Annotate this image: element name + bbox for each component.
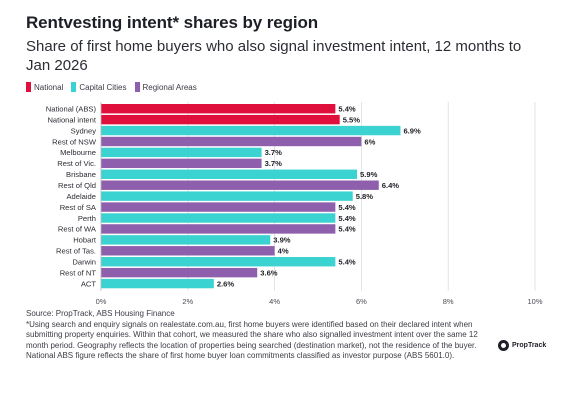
- x-tick-label: 6%: [356, 297, 367, 306]
- data-label: 4%: [278, 247, 289, 256]
- bar: [101, 180, 379, 190]
- bar: [101, 257, 336, 267]
- data-label: 3.9%: [273, 236, 291, 245]
- legend-swatch-regional-areas: [134, 82, 140, 92]
- bar: [101, 147, 262, 158]
- category-label: Rest of NT: [60, 268, 97, 277]
- bar: [101, 202, 336, 212]
- x-tick-label: 10%: [527, 297, 542, 306]
- data-label: 5.8%: [356, 192, 374, 201]
- x-tick-label: 4%: [269, 297, 280, 306]
- data-label: 6.9%: [403, 126, 421, 135]
- bar: [101, 169, 358, 179]
- data-label: 5.4%: [338, 203, 356, 212]
- category-label: Perth: [78, 214, 96, 223]
- data-label: 5.5%: [343, 115, 361, 124]
- bar: [101, 235, 271, 245]
- x-tick-label: 8%: [443, 297, 454, 306]
- bar: [101, 278, 214, 289]
- legend-label-national: National: [34, 82, 64, 92]
- legend-item-capital-cities: Capital Cities: [71, 82, 127, 92]
- legend-label-capital-cities: Capital Cities: [79, 82, 127, 92]
- bar: [101, 267, 258, 278]
- data-label: 2.6%: [217, 279, 235, 288]
- legend-swatch-capital-cities: [71, 82, 77, 92]
- footer: Source: PropTrack, ABS Housing Finance *…: [26, 309, 496, 362]
- category-label: ACT: [81, 279, 97, 288]
- category-label: Adelaide: [66, 192, 96, 201]
- bar: [101, 104, 336, 114]
- bar: [101, 114, 340, 125]
- x-tick-label: 2%: [182, 297, 193, 306]
- source-note: Source: PropTrack, ABS Housing Finance: [26, 309, 175, 318]
- data-label: 3.6%: [260, 268, 278, 277]
- data-label: 5.4%: [338, 214, 356, 223]
- category-label: Melbourne: [60, 148, 96, 157]
- legend-item-national: National: [26, 82, 63, 92]
- data-label: 6%: [364, 137, 375, 146]
- chart-title: Rentvesting intent* shares by region: [26, 13, 319, 32]
- chart-subtitle: Share of first home buyers who also sign…: [26, 38, 522, 74]
- data-label: 5.4%: [338, 105, 356, 114]
- data-label: 5.4%: [338, 258, 356, 267]
- category-label: National intent: [47, 115, 96, 124]
- category-label: Sydney: [71, 126, 97, 135]
- data-label: 3.7%: [265, 148, 283, 157]
- category-label: Rest of Vic.: [57, 159, 96, 168]
- proptrack-logo-text: PropTrack: [512, 342, 547, 349]
- data-label: 5.4%: [338, 225, 356, 234]
- legend-item-regional-areas: Regional Areas: [134, 82, 197, 92]
- category-label: Rest of WA: [58, 225, 97, 234]
- bar: [101, 246, 275, 256]
- category-label: Rest of SA: [60, 203, 97, 212]
- category-label: Brisbane: [66, 170, 96, 179]
- legend-swatch-national: [26, 82, 31, 92]
- bar: [101, 158, 262, 169]
- bar: [101, 213, 336, 223]
- bar: [101, 136, 362, 147]
- data-label: 5.9%: [360, 170, 378, 179]
- proptrack-logo: PropTrack: [498, 340, 546, 351]
- category-label: Darwin: [72, 258, 96, 267]
- bar-chart: 0% 2% 4% 6% 8% 10% National (ABS) 5.4% National …: [46, 102, 543, 306]
- methodology-note: *Using search and enquiry signals on rea…: [26, 319, 478, 361]
- x-tick-label: 0%: [96, 297, 107, 306]
- proptrack-logo-icon: [498, 340, 509, 351]
- data-label: 3.7%: [265, 159, 283, 168]
- category-label: National (ABS): [46, 105, 97, 114]
- data-label: 6.4%: [382, 181, 400, 190]
- bar: [101, 191, 353, 201]
- category-label: Rest of Tas.: [56, 247, 96, 256]
- legend-label-regional-areas: Regional Areas: [142, 82, 197, 92]
- category-label: Rest of NSW: [52, 137, 97, 146]
- category-label: Hobart: [73, 236, 97, 245]
- bar: [101, 224, 336, 234]
- bar: [101, 125, 401, 136]
- legend: National Capital Cities Regional Areas: [26, 82, 199, 92]
- category-label: Rest of Qld: [58, 181, 96, 190]
